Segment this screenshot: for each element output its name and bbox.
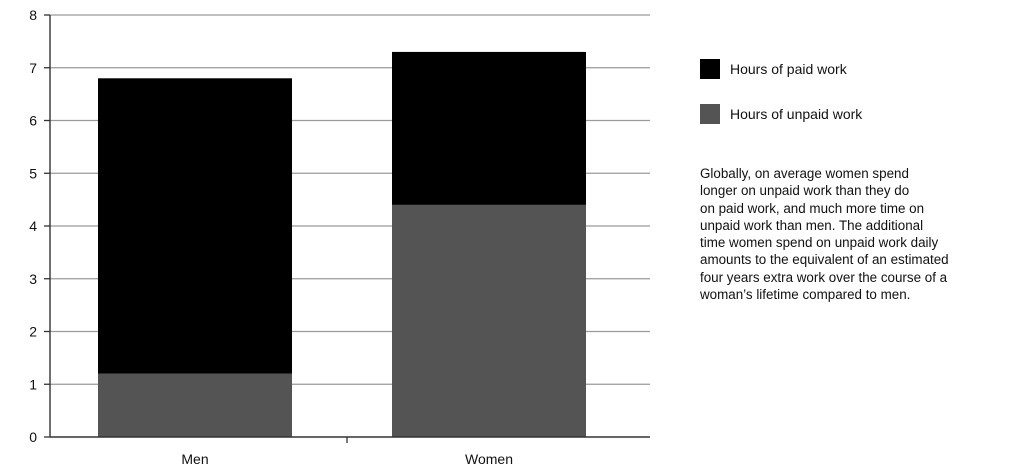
annotation-line: amounts to the equivalent of an estimate… <box>700 252 949 268</box>
bars <box>98 51 586 437</box>
legend-swatch-paid-work <box>700 59 720 79</box>
bar-segment-paid-men <box>98 78 292 374</box>
category-labels: Men Women <box>181 451 513 467</box>
legend-item-unpaid-work: Hours of unpaid work <box>700 101 862 127</box>
category-label: Women <box>465 451 513 467</box>
legend-item-paid-work: Hours of paid work <box>700 56 862 82</box>
axes <box>44 14 650 443</box>
y-tick-labels: 0 1 2 3 4 5 6 7 8 <box>29 7 37 445</box>
annotation-line: four years extra work over the course of… <box>700 269 948 285</box>
annotation-line: longer on unpaid work than they do <box>700 183 910 199</box>
annotation-line: woman’s lifetime compared to men. <box>700 287 911 303</box>
legend: Hours of paid work Hours of unpaid work <box>700 56 862 146</box>
legend-swatch-unpaid-work <box>700 104 720 124</box>
category-label: Men <box>181 451 208 467</box>
annotation-line: time women spend on unpaid work daily <box>700 235 939 251</box>
annotation-line: unpaid work than men. The additional <box>700 217 924 233</box>
y-tick-label: 0 <box>29 429 37 445</box>
annotation-line: Globally, on average women spend <box>700 166 909 181</box>
y-tick-label: 2 <box>29 324 37 340</box>
y-tick-label: 7 <box>29 60 37 76</box>
y-tick-label: 6 <box>29 113 37 129</box>
legend-label-unpaid-work: Hours of unpaid work <box>730 106 863 122</box>
annotation-line: on paid work, and much more time on <box>700 200 925 216</box>
annotation-text: Globally, on average women spend longer … <box>700 165 1022 303</box>
y-tick-label: 4 <box>29 218 37 234</box>
bar-segment-paid-women <box>392 51 586 205</box>
y-tick-label: 5 <box>29 165 37 181</box>
y-tick-label: 8 <box>29 7 37 23</box>
legend-label-paid-work: Hours of paid work <box>730 61 847 77</box>
y-tick-label: 1 <box>29 376 37 392</box>
y-tick-label: 3 <box>29 271 37 287</box>
bar-segment-unpaid-men <box>98 373 292 437</box>
bar-segment-unpaid-women <box>392 204 586 437</box>
